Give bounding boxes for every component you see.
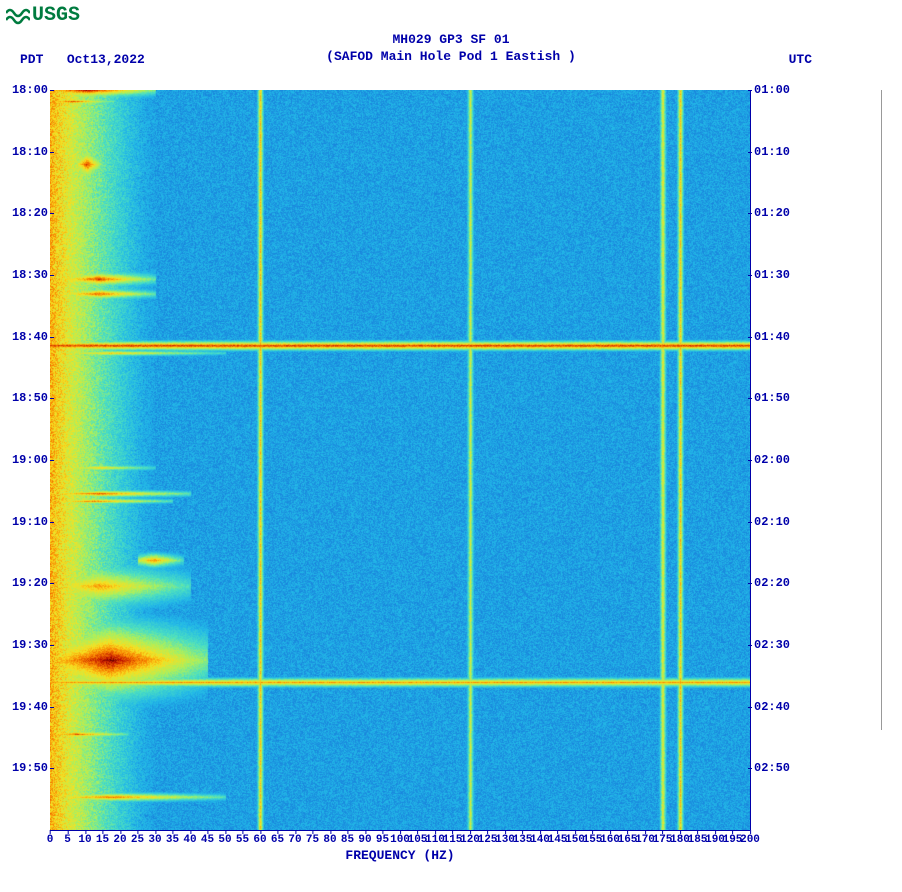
x-tick: 90 [358,834,371,846]
x-tick: 40 [183,834,196,846]
x-tick: 10 [78,834,91,846]
y-right-tick: 02:20 [754,576,802,590]
y-right-tick: 01:10 [754,145,802,159]
x-tick: 75 [306,834,319,846]
y-left-tick: 18:20 [0,206,48,220]
y-right-tick: 02:40 [754,700,802,714]
x-tick: 80 [323,834,336,846]
x-tick: 0 [47,834,54,846]
y-right-tick: 02:00 [754,453,802,467]
date: Oct13,2022 [67,52,145,67]
y-right-tick: 01:20 [754,206,802,220]
x-tick: 85 [341,834,354,846]
y-left-tick: 18:50 [0,391,48,405]
y-left-tick: 19:20 [0,576,48,590]
usgs-logo: USGS [6,4,80,27]
y-right-tick: 01:00 [754,83,802,97]
side-scale-line [881,90,882,730]
spectrogram-canvas [50,90,750,830]
x-tick: 50 [218,834,231,846]
y-left-tick: 19:30 [0,638,48,652]
x-tick: 70 [288,834,301,846]
y-left-tick: 18:10 [0,145,48,159]
x-tick: 15 [96,834,109,846]
y-left-tick: 19:40 [0,700,48,714]
y-axis-left-ticks: 18:0018:1018:2018:3018:4018:5019:0019:10… [0,90,48,830]
x-tick: 200 [740,834,760,846]
title-line2: (SAFOD Main Hole Pod 1 Eastish ) [326,49,576,64]
x-tick: 5 [64,834,71,846]
usgs-wave-icon [6,7,30,25]
x-tick: 30 [148,834,161,846]
y-left-tick: 18:40 [0,330,48,344]
y-right-tick: 01:30 [754,268,802,282]
title-line1: MH029 GP3 SF 01 [392,32,509,47]
spectrogram-plot [50,90,750,830]
y-left-tick: 18:30 [0,268,48,282]
left-timezone-date: PDT Oct13,2022 [20,52,145,67]
x-tick: 20 [113,834,126,846]
x-tick: 65 [271,834,284,846]
y-right-tick: 02:10 [754,515,802,529]
x-tick: 45 [201,834,214,846]
x-tick: 95 [376,834,389,846]
y-axis-right-ticks: 01:0001:1001:2001:3001:4001:5002:0002:10… [754,90,802,830]
right-timezone: UTC [789,52,812,67]
y-right-tick: 01:40 [754,330,802,344]
y-right-tick: 02:30 [754,638,802,652]
x-tick: 25 [131,834,144,846]
x-tick: 35 [166,834,179,846]
x-tick: 55 [236,834,249,846]
y-left-tick: 19:50 [0,761,48,775]
left-tz: PDT [20,52,43,67]
x-tick: 60 [253,834,266,846]
y-right-tick: 02:50 [754,761,802,775]
x-axis-label: FREQUENCY (HZ) [50,848,750,863]
y-left-tick: 19:00 [0,453,48,467]
y-right-tick: 01:50 [754,391,802,405]
y-left-tick: 19:10 [0,515,48,529]
y-left-tick: 18:00 [0,83,48,97]
logo-text: USGS [32,4,80,27]
